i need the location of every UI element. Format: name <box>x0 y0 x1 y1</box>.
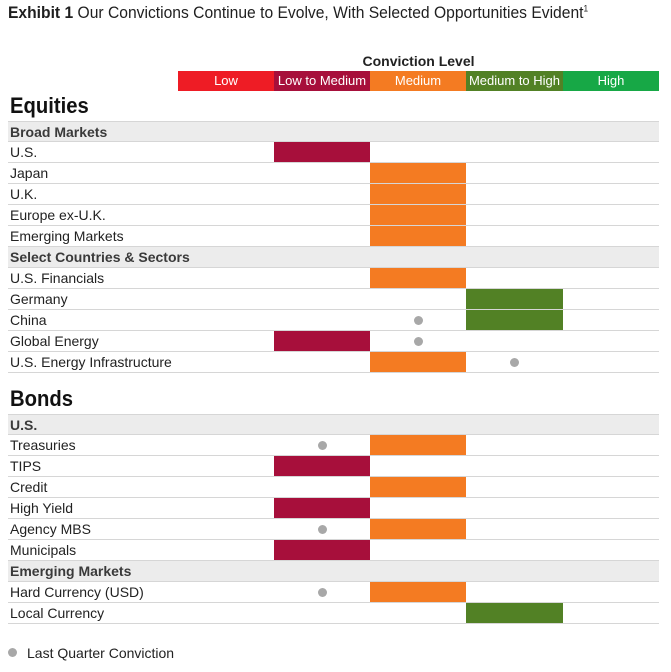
section-heading-bonds: Bonds <box>10 386 73 411</box>
scale-high: High <box>563 71 659 91</box>
exhibit-title-text: Our Convictions Continue to Evolve, With… <box>77 3 584 22</box>
conviction-bar <box>370 582 466 602</box>
conviction-bar <box>370 184 466 204</box>
conviction-bar <box>370 163 466 183</box>
conviction-bar <box>274 456 370 476</box>
row-label: U.S. Energy Infrastructure <box>10 354 172 370</box>
row-label: High Yield <box>10 500 74 516</box>
row-label: Local Currency <box>10 605 105 621</box>
table-row: U.S. Energy Infrastructure <box>8 352 659 373</box>
footnote-marker: 1 <box>583 3 589 14</box>
table-row: U.S. <box>8 142 659 163</box>
conviction-bar <box>370 477 466 497</box>
table-row: Emerging Markets <box>8 226 659 247</box>
group-header-u-s: U.S. <box>8 414 659 435</box>
conviction-bar <box>274 142 370 162</box>
table-row: China <box>8 310 659 331</box>
group-label: U.S. <box>10 417 38 433</box>
row-label: Japan <box>10 165 49 181</box>
conviction-bar <box>274 540 370 560</box>
last-quarter-dot-icon <box>317 588 327 597</box>
row-label: Agency MBS <box>10 521 91 537</box>
row-label: Emerging Markets <box>10 228 124 244</box>
conviction-bar <box>370 268 466 288</box>
conviction-bar <box>370 519 466 539</box>
table-row: Europe ex-U.K. <box>8 205 659 226</box>
last-quarter-dot-icon <box>510 358 519 367</box>
last-quarter-dot-icon <box>413 337 423 346</box>
table-row: High Yield <box>8 498 659 519</box>
table-row: U.S. Financials <box>8 268 659 289</box>
conviction-bar <box>466 310 563 330</box>
conviction-bar <box>466 603 563 623</box>
section-heading-equities: Equities <box>10 93 89 118</box>
table-row: Credit <box>8 477 659 498</box>
group-label: Select Countries & Sectors <box>10 249 190 265</box>
table-row: Germany <box>8 289 659 310</box>
group-label: Emerging Markets <box>10 563 132 579</box>
table-row: Local Currency <box>8 603 659 624</box>
group-header-emerging-markets: Emerging Markets <box>8 561 659 582</box>
conviction-bar <box>274 498 370 518</box>
table-row: TIPS <box>8 456 659 477</box>
conviction-level-header: Conviction Level <box>362 53 475 69</box>
row-label: U.K. <box>10 186 38 202</box>
row-label: U.S. Financials <box>10 270 105 286</box>
table-row: U.K. <box>8 184 659 205</box>
last-quarter-dot-icon <box>8 648 17 657</box>
table-row: Treasuries <box>8 435 659 456</box>
last-quarter-legend-label: Last Quarter Conviction <box>27 645 175 661</box>
row-label: Europe ex-U.K. <box>10 207 106 223</box>
scale-low-to-medium: Low to Medium <box>274 71 370 91</box>
last-quarter-legend: Last Quarter Conviction <box>8 645 174 661</box>
row-label: Germany <box>10 291 68 307</box>
row-label: U.S. <box>10 144 38 160</box>
conviction-bar <box>274 331 370 351</box>
group-header-select-countries-sectors: Select Countries & Sectors <box>8 247 659 268</box>
scale-low: Low <box>178 71 274 91</box>
last-quarter-dot-icon <box>413 316 423 325</box>
row-label: Municipals <box>10 542 77 558</box>
table-row: Agency MBS <box>8 519 659 540</box>
table-row: Municipals <box>8 540 659 561</box>
conviction-bar <box>370 205 466 225</box>
row-label: Treasuries <box>10 437 76 453</box>
conviction-bar <box>370 352 466 372</box>
row-label: Hard Currency (USD) <box>10 584 144 600</box>
exhibit-title: Exhibit 1 Our Convictions Continue to Ev… <box>8 3 588 23</box>
row-label: Global Energy <box>10 333 99 349</box>
last-quarter-dot-icon <box>317 525 327 534</box>
group-label: Broad Markets <box>10 124 108 140</box>
group-header-broad-markets: Broad Markets <box>8 121 659 142</box>
row-label: China <box>10 312 47 328</box>
exhibit-number: Exhibit 1 <box>8 3 74 22</box>
table-row: Japan <box>8 163 659 184</box>
conviction-bar <box>466 289 563 309</box>
conviction-bar <box>370 435 466 455</box>
scale-medium: Medium <box>370 71 466 91</box>
conviction-bar <box>370 226 466 246</box>
row-label: TIPS <box>10 458 42 474</box>
table-row: Global Energy <box>8 331 659 352</box>
table-row: Hard Currency (USD) <box>8 582 659 603</box>
last-quarter-dot-icon <box>317 441 327 450</box>
row-label: Credit <box>10 479 48 495</box>
scale-medium-to-high: Medium to High <box>466 71 563 91</box>
